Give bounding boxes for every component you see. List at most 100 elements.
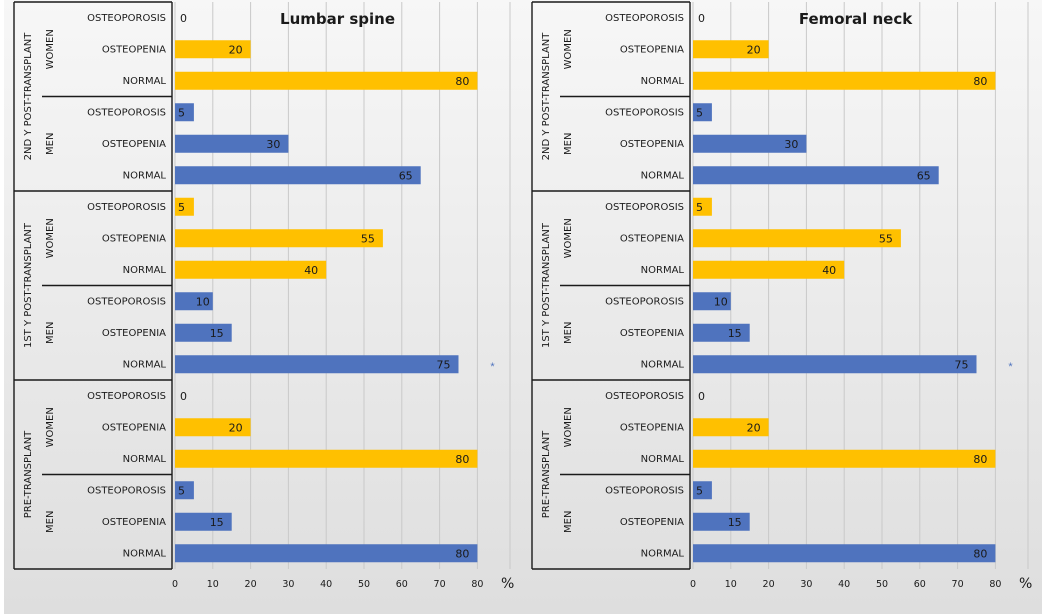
category-label-osteoporosis: OSTEOPOROSIS [87,13,166,24]
category-label-osteopenia: OSTEOPENIA [102,44,166,55]
bar-men-normal [175,544,478,563]
chart-background [522,0,1042,614]
tick-label: 80 [989,579,1001,590]
data-label: 80 [455,547,469,560]
phase-label-pre-transplant: PRE-TRANSPLANT [541,430,552,518]
data-label: 15 [728,516,742,529]
group-label-women: WOMEN [563,407,574,447]
category-label-normal: NORMAL [641,265,685,276]
lumbar-spine-chart-panel: Lumbar spine 2ND Y POST-TRANSPLANT WOMEN OS… [4,0,524,614]
phase-label-1st-y-post-transplant: 1ST Y POST-TRANSPLANT [541,222,552,348]
category-label-normal: NORMAL [123,548,167,559]
category-label-osteoporosis: OSTEOPOROSIS [87,485,166,496]
group-label-men: MEN [563,133,574,155]
bar-men-osteoporosis [175,481,194,500]
group-label-men: MEN [45,511,56,533]
category-label-osteopenia: OSTEOPENIA [620,517,684,528]
category-label-normal: NORMAL [123,265,167,276]
bar-women-osteoporosis [693,197,712,216]
data-label: 20 [229,421,243,434]
bar-men-osteopenia [175,134,289,153]
chart-title: Lumbar spine [280,10,395,28]
group-label-women: WOMEN [45,407,56,447]
bar-men-osteopenia [693,134,807,153]
category-label-osteoporosis: OSTEOPOROSIS [605,391,684,402]
category-frame [13,1,173,570]
bar-men-osteopenia [693,323,750,342]
tick-label: 10 [207,579,219,590]
data-label: 20 [747,43,761,56]
bar-women-osteopenia [175,418,251,437]
category-label-osteopenia: OSTEOPENIA [102,233,166,244]
data-label: 5 [696,484,703,497]
category-label-normal: NORMAL [123,76,167,87]
tick-label: 20 [763,579,775,590]
bar-men-normal [175,166,421,185]
data-label: 5 [178,106,185,119]
category-label-osteopenia: OSTEOPENIA [102,328,166,339]
group-label-women: WOMEN [45,29,56,69]
x-axis-unit-label: % [501,576,514,592]
bar-men-osteopenia [175,323,232,342]
group-label-men: MEN [45,133,56,155]
data-label: 10 [196,295,210,308]
x-axis-unit-label: % [1019,576,1032,592]
data-label: 20 [229,43,243,56]
data-label: 15 [728,327,742,340]
category-label-osteoporosis: OSTEOPOROSIS [605,202,684,213]
category-label-osteopenia: OSTEOPENIA [620,328,684,339]
data-label: 0 [698,12,705,25]
bar-men-osteoporosis [175,292,213,311]
tick-label: 70 [952,579,964,590]
bar-men-osteopenia [693,512,750,531]
category-label-normal: NORMAL [641,548,685,559]
data-label: 40 [822,264,836,277]
bar-men-osteopenia [175,512,232,531]
data-label: 5 [178,484,185,497]
bar-women-osteopenia [175,40,251,59]
bar-women-osteopenia [693,418,769,437]
data-label: 20 [747,421,761,434]
gridlines [174,2,511,569]
data-label: 80 [455,453,469,466]
bar-men-normal [693,355,977,374]
category-label-normal: NORMAL [641,170,685,181]
femoral-neck-chart: Femoral neck 2ND Y POST-TRANSPLANT WOMEN OS… [522,0,1042,614]
category-label-osteoporosis: OSTEOPOROSIS [605,485,684,496]
category-frame [531,1,691,570]
group-label-women: WOMEN [563,218,574,258]
bar-women-normal [693,260,845,279]
category-label-osteoporosis: OSTEOPOROSIS [605,107,684,118]
data-label: 15 [210,516,224,529]
tick-label: 40 [838,579,850,590]
data-label: 80 [455,75,469,88]
tick-label: 0 [172,579,178,590]
bar-women-normal [693,449,996,468]
category-label-normal: NORMAL [641,454,685,465]
category-label-normal: NORMAL [641,359,685,370]
data-label: 30 [266,138,280,151]
bar-women-normal [693,71,996,90]
bar-men-osteoporosis [693,103,712,122]
data-label: 75 [955,358,969,371]
category-label-osteopenia: OSTEOPENIA [102,422,166,433]
category-label-osteoporosis: OSTEOPOROSIS [87,296,166,307]
femoral-neck-chart-panel: Femoral neck 2ND Y POST-TRANSPLANT WOMEN OS… [522,0,1042,614]
tick-label: 50 [358,579,370,590]
bar-men-normal [175,355,459,374]
data-label: 0 [180,390,187,403]
significance-marker: * [1008,361,1013,373]
phase-label-2nd-y-post-transplant: 2ND Y POST-TRANSPLANT [541,32,552,161]
phase-label-1st-y-post-transplant: 1ST Y POST-TRANSPLANT [23,222,34,348]
chart-title: Femoral neck [799,10,913,28]
tick-label: 20 [245,579,257,590]
data-label: 75 [437,358,451,371]
bar-men-osteoporosis [693,292,731,311]
tick-label: 0 [690,579,696,590]
data-label: 65 [917,169,931,182]
category-label-osteoporosis: OSTEOPOROSIS [87,107,166,118]
chart-background [4,0,524,614]
data-label: 5 [178,201,185,214]
lumbar-spine-chart: Lumbar spine 2ND Y POST-TRANSPLANT WOMEN OS… [4,0,524,614]
data-label: 80 [973,453,987,466]
